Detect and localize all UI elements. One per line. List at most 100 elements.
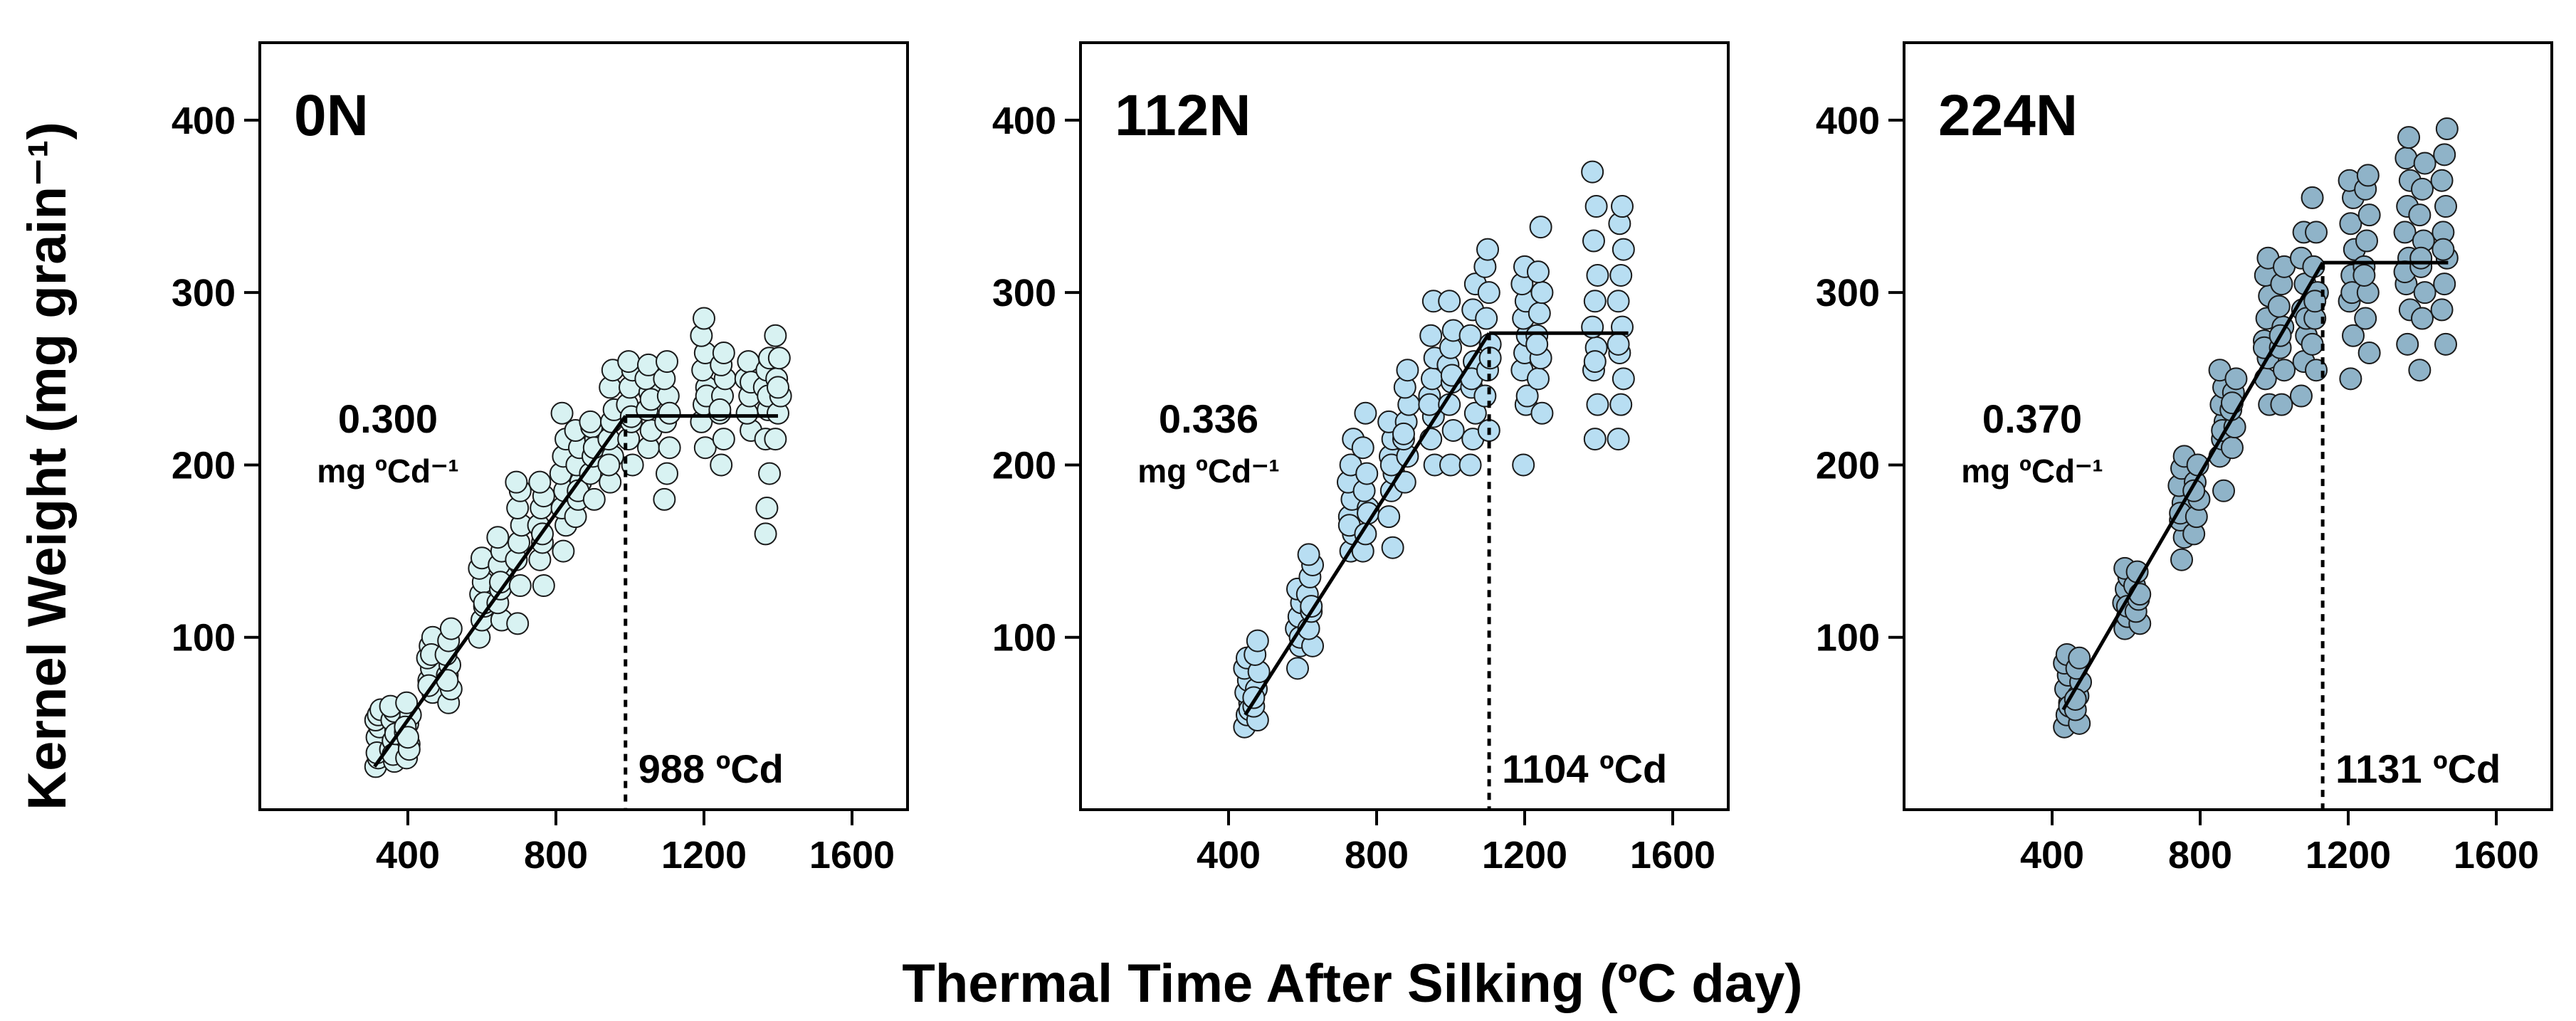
data-point — [2434, 195, 2458, 218]
plot-frame — [1903, 41, 2553, 811]
x-axis-title: Thermal Time After Silking (ºC day) — [902, 953, 1802, 1014]
y-axis-title: Kernel Weight (mg grain⁻¹) — [17, 122, 78, 810]
data-point — [2289, 384, 2313, 408]
slope-value: 0.336 — [1159, 396, 1258, 441]
data-point — [656, 350, 678, 374]
data-point — [2430, 169, 2454, 192]
data-point — [1583, 350, 1607, 374]
data-point — [764, 428, 787, 451]
x-tick-label: 1200 — [661, 834, 747, 877]
y-tick-label: 300 — [1816, 272, 1880, 314]
data-point — [2408, 359, 2432, 382]
y-tick-label: 100 — [1816, 617, 1880, 660]
data-point — [1381, 536, 1404, 559]
data-point — [1586, 263, 1609, 287]
data-point — [1512, 453, 1535, 477]
data-point — [2339, 212, 2362, 236]
data-point — [550, 401, 574, 425]
data-point — [658, 436, 681, 460]
data-point — [767, 376, 789, 399]
slope-value: 0.370 — [1982, 396, 2082, 441]
data-point — [2357, 341, 2381, 364]
data-point — [1607, 332, 1630, 356]
data-point — [1419, 324, 1443, 347]
data-point — [712, 341, 735, 364]
data-point — [2270, 393, 2293, 416]
y-tick-label: 300 — [992, 272, 1056, 314]
data-point — [693, 307, 715, 330]
data-point — [2409, 246, 2433, 270]
data-point — [1529, 216, 1552, 239]
data-point — [1439, 453, 1462, 477]
y-tick-label: 200 — [172, 444, 236, 487]
data-point — [1476, 238, 1499, 261]
data-point — [653, 487, 676, 511]
linear-fit-line — [1244, 332, 1491, 716]
data-point — [439, 617, 463, 640]
data-point — [2212, 479, 2236, 502]
data-point — [656, 462, 678, 485]
data-point — [2413, 152, 2436, 175]
data-point — [2393, 221, 2417, 244]
data-point — [2068, 646, 2091, 670]
data-point — [1438, 290, 1461, 313]
data-point — [582, 487, 606, 511]
data-point — [2273, 359, 2296, 382]
data-point — [2411, 177, 2434, 201]
data-point — [2220, 436, 2244, 460]
chart-panels: 100 200 300 400 400 800 1200 1600 0N 0.300 mg ºCd⁻… — [172, 41, 2553, 877]
data-point — [1525, 332, 1549, 356]
y-tick-label: 300 — [172, 272, 236, 314]
data-point — [2301, 332, 2324, 356]
data-point — [1530, 281, 1554, 305]
y-tick-label: 100 — [172, 617, 236, 660]
data-point — [755, 497, 779, 520]
data-point — [505, 470, 528, 494]
data-point — [1528, 302, 1551, 325]
data-point — [1463, 401, 1487, 425]
data-point — [1396, 359, 1419, 382]
data-point — [1354, 401, 1377, 425]
data-point — [1530, 401, 1554, 425]
x-tick-label: 400 — [2020, 834, 2084, 877]
data-point — [2224, 367, 2248, 391]
data-point — [1297, 543, 1320, 566]
data-point — [2413, 281, 2436, 305]
data-points — [2053, 117, 2459, 739]
breakpoint-label: 988 ºCd — [638, 746, 784, 791]
data-point — [767, 346, 791, 370]
x-tick-label: 1600 — [2454, 834, 2539, 877]
data-point — [2170, 548, 2193, 571]
data-point — [1607, 290, 1630, 313]
data-point — [2267, 295, 2291, 318]
y-tick-label: 400 — [172, 100, 236, 142]
data-point — [2396, 332, 2419, 356]
data-point — [2433, 143, 2456, 166]
panel-label: 224N — [1938, 83, 2078, 148]
data-point — [1392, 422, 1415, 445]
data-point — [1584, 195, 1608, 218]
slope-value: 0.300 — [338, 396, 438, 441]
data-point — [1475, 307, 1498, 330]
plot-frame — [258, 41, 909, 811]
data-point — [658, 401, 681, 425]
slope-unit: mg ºCd⁻¹ — [1961, 453, 2103, 490]
data-point — [2433, 273, 2456, 296]
data-point — [1612, 238, 1635, 261]
y-tick-label: 100 — [992, 617, 1056, 660]
data-point — [2434, 332, 2458, 356]
data-point — [2301, 186, 2324, 209]
data-point — [710, 453, 733, 477]
data-point — [764, 324, 787, 347]
data-point — [2342, 324, 2365, 347]
x-tick-label: 1200 — [1482, 834, 1567, 877]
data-point — [617, 350, 641, 374]
panel-label: 112N — [1115, 83, 1251, 148]
data-point — [1581, 160, 1604, 184]
panel-label: 0N — [294, 83, 369, 148]
data-point — [2435, 117, 2459, 141]
data-point — [1583, 290, 1607, 313]
chart-panel: 100 200 300 400 400 800 1200 1600 112N 0.336 mg ºC… — [992, 41, 1730, 877]
data-point — [758, 462, 782, 485]
